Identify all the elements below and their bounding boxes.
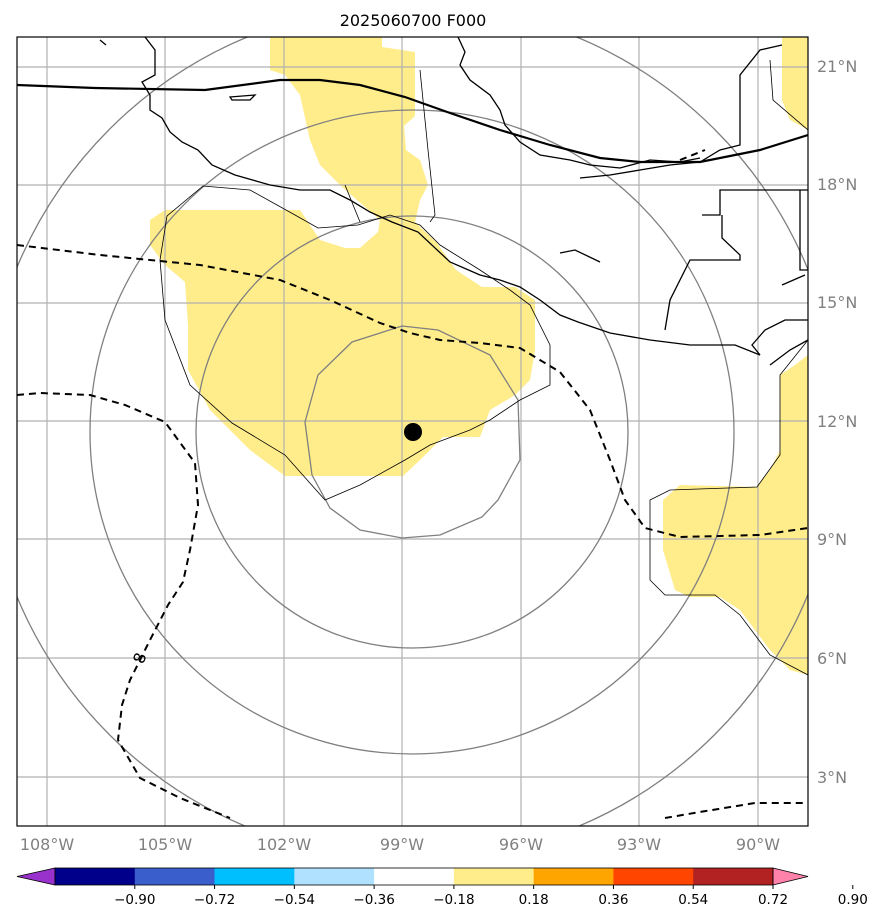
lat-label: 18°N: [817, 175, 857, 194]
dashed-contour-southeast: [664, 802, 808, 819]
lat-label: 15°N: [817, 293, 857, 312]
dashed-contours: [17, 149, 808, 819]
colorbar-extension-low: [16, 867, 56, 886]
coastline-gulf: [457, 37, 701, 169]
colorbar-tick-label: 0.54: [678, 892, 708, 908]
colorbar-segment: [693, 868, 774, 885]
coastline-caribbean: [781, 274, 806, 286]
colorbar-tick-label: −0.18: [433, 892, 474, 908]
lon-label: 105°W: [138, 835, 193, 854]
thin-polygon-outline: [159, 185, 551, 501]
colorbar-tick-label: 0.72: [758, 892, 788, 908]
coastline-mexico-pacific: [141, 37, 761, 356]
coastline-bay: [559, 249, 601, 263]
border-guatemala-2: [664, 215, 741, 331]
colorbar-segment: [134, 868, 216, 885]
colorbar-segment: [374, 868, 455, 885]
coastline-yucatan: [579, 44, 783, 179]
colorbar-segment: [533, 868, 614, 885]
shaded-region-central: [150, 37, 535, 476]
lat-label: 3°N: [817, 768, 847, 787]
map-frame: [16, 36, 809, 827]
thin-line-mexico-interior: [419, 69, 436, 223]
colorbar-frame: [54, 867, 774, 886]
shaded-region-northeast: [782, 37, 808, 130]
coastline-small-island: [228, 94, 257, 101]
lat-label: 21°N: [817, 57, 857, 76]
range-ring-2: [195, 215, 629, 649]
dashed-contour-main: [17, 244, 808, 539]
border-belize: [799, 190, 808, 271]
colorbar-tick-label: 0.90: [838, 892, 868, 908]
colorbar-tick-label: −0.36: [353, 892, 394, 908]
colorbar-tick-label: 0.18: [519, 892, 549, 908]
colorbar-segment: [453, 868, 535, 885]
shaded-anomaly-regions: [150, 37, 808, 675]
colorbar-tick-label: −0.54: [274, 892, 315, 908]
border-guatemala: [702, 189, 808, 216]
thin-boundaries: [159, 59, 808, 676]
map-area: 8: [17, 37, 808, 826]
shaded-region-east: [663, 355, 808, 675]
coastline-nw: [99, 39, 107, 46]
thick-boundary-line: [17, 78, 808, 164]
dashed-contour-northeast: [679, 149, 706, 161]
lon-label: 93°W: [617, 835, 661, 854]
colorbar-tick-label: −0.72: [194, 892, 235, 908]
range-ring-1: [304, 325, 521, 539]
lon-label: 108°W: [20, 835, 75, 854]
colorbar-tick-label: 0.36: [598, 892, 628, 908]
lon-label: 99°W: [380, 835, 424, 854]
lon-label: 90°W: [736, 835, 780, 854]
colorbar-segment: [294, 868, 375, 885]
range-ring-3: [89, 109, 735, 755]
contour-label-8: 8: [129, 650, 150, 666]
range-rings: [17, 37, 808, 826]
thin-line-2: [344, 184, 361, 223]
latitude-labels: 21°N 18°N 15°N 12°N 9°N 6°N 3°N: [817, 57, 857, 787]
coastline-nicaragua: [769, 339, 808, 366]
thin-line-northeast: [769, 59, 808, 131]
lon-label: 102°W: [257, 835, 312, 854]
colorbar-tick-label: −0.90: [114, 892, 155, 908]
lat-label: 6°N: [817, 649, 847, 668]
colorbar-segment: [613, 868, 694, 885]
lon-label: 96°W: [499, 835, 543, 854]
lat-label: 9°N: [817, 530, 847, 549]
gridlines: [17, 37, 808, 826]
lat-label: 12°N: [817, 412, 857, 431]
longitude-labels: 108°W 105°W 102°W 99°W 96°W 93°W 90°W: [20, 835, 780, 854]
colorbar-segment: [214, 868, 295, 885]
thin-polygon-east: [649, 339, 808, 676]
colorbar: −0.90 −0.72 −0.54 −0.36 −0.18 0.18 0.36 0.54 0.7…: [16, 867, 868, 908]
colorbar-extension-high: [772, 867, 809, 886]
map-title: 2025060700 F000: [340, 11, 487, 30]
center-marker: [404, 423, 422, 441]
dashed-contour-8: [17, 391, 231, 819]
coastline-honduras: [751, 319, 808, 356]
colorbar-segment: [55, 868, 136, 885]
